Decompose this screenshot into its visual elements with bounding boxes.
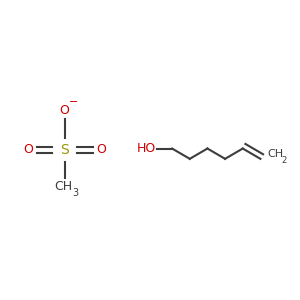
Text: CH: CH — [268, 149, 284, 159]
Text: CH: CH — [54, 180, 72, 193]
Text: 3: 3 — [73, 188, 79, 198]
Text: −: − — [69, 97, 78, 107]
Text: O: O — [60, 104, 70, 117]
Text: O: O — [23, 143, 33, 157]
Text: HO: HO — [136, 142, 156, 155]
Text: O: O — [97, 143, 106, 157]
Text: S: S — [60, 143, 69, 157]
Text: 2: 2 — [281, 156, 286, 165]
